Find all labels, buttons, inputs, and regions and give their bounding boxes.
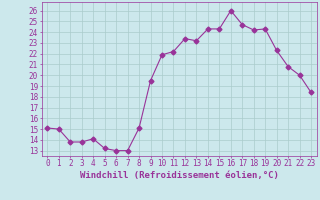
X-axis label: Windchill (Refroidissement éolien,°C): Windchill (Refroidissement éolien,°C) <box>80 171 279 180</box>
